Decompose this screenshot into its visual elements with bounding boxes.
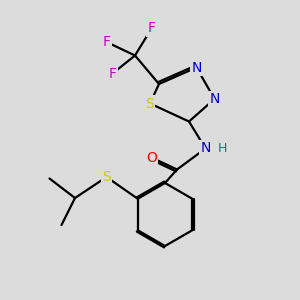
Text: S: S xyxy=(146,97,154,110)
Text: F: F xyxy=(148,22,155,35)
Text: N: N xyxy=(191,61,202,74)
Text: N: N xyxy=(200,142,211,155)
Text: F: F xyxy=(103,35,110,49)
Text: H: H xyxy=(217,142,227,155)
Text: F: F xyxy=(109,67,116,80)
Text: S: S xyxy=(102,170,111,184)
Text: N: N xyxy=(209,92,220,106)
Text: O: O xyxy=(146,151,157,164)
